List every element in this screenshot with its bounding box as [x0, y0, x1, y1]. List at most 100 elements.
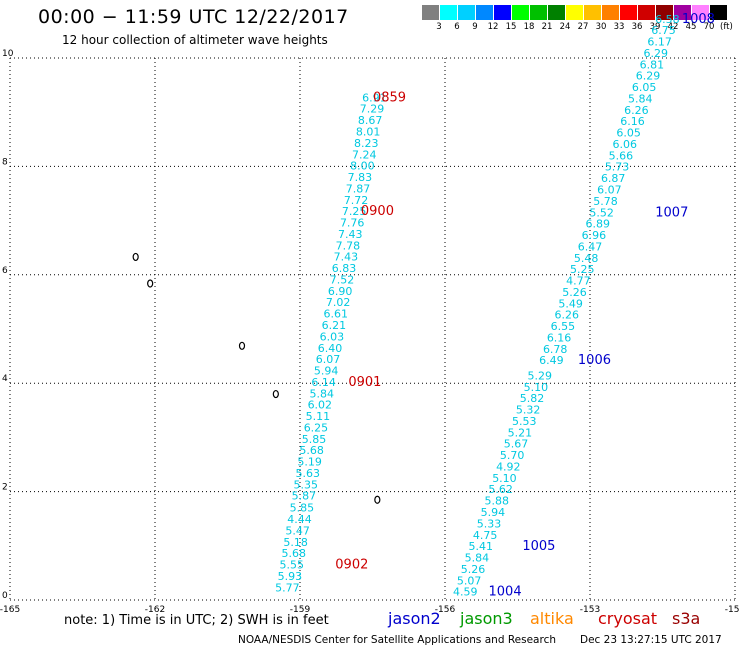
- lat-tick-label: 4: [2, 374, 8, 384]
- wave-height-value: 7.29: [360, 103, 385, 116]
- wave-height-value: 6.96: [582, 229, 607, 242]
- wave-height-value: 4.92: [496, 460, 521, 473]
- color-scale-swatch: [674, 5, 691, 20]
- color-scale-label: 15: [505, 22, 517, 32]
- wave-height-value: 5.26: [562, 286, 587, 299]
- satellite-legend-jason3: jason3: [460, 609, 513, 628]
- satellite-legend-jason2: jason2: [388, 609, 441, 628]
- wave-height-value: 4.59: [453, 586, 478, 599]
- wave-height-value: 6.75: [651, 24, 676, 37]
- color-scale-label: 70: [703, 22, 715, 32]
- color-scale-label: 21: [541, 22, 553, 32]
- wave-height-value: 7.87: [346, 182, 371, 195]
- island-outline: [272, 389, 279, 399]
- wave-height-value: 5.47: [285, 524, 310, 537]
- wave-height-value: 6.58: [655, 13, 680, 26]
- wave-height-value: 5.77: [275, 581, 300, 594]
- lon-tick-label: -159: [290, 605, 311, 615]
- footer-credit: NOAA/NESDIS Center for Satellite Applica…: [238, 634, 556, 646]
- wave-height-value: 6.05: [632, 81, 657, 94]
- color-scale-label: 45: [685, 22, 697, 32]
- wave-height-value: 6.07: [597, 184, 622, 197]
- wave-height-value: 5.68: [281, 547, 306, 560]
- wave-height-value: 5.70: [500, 449, 525, 462]
- satellite-tracks: 5.775.935.555.685.185.474.445.855.875.35…: [275, 12, 715, 600]
- wave-height-value: 5.94: [481, 506, 506, 519]
- pass-time-label: 1004: [489, 585, 522, 600]
- color-scale-swatch: [440, 5, 457, 20]
- wave-height-value: 6.26: [624, 104, 649, 117]
- wave-height-value: 6.02: [308, 399, 333, 412]
- wave-height-value: 6.40: [318, 342, 343, 355]
- wave-height-value: 6.89: [585, 218, 610, 231]
- wave-height-value: 5.82: [520, 392, 545, 405]
- footer-note: note: 1) Time is in UTC; 2) SWH is in fe…: [64, 613, 329, 628]
- wave-height-value: 6.78: [543, 343, 568, 356]
- color-scale-label: 18: [523, 22, 535, 32]
- color-scale-label: 36: [631, 22, 643, 32]
- wave-height-value: 5.49: [558, 297, 583, 310]
- wave-height-value: 5.19: [297, 456, 322, 469]
- pass-time-label: 1006: [578, 353, 611, 368]
- wave-height-value: 6.21: [322, 319, 347, 332]
- color-scale-label: 6: [454, 22, 460, 32]
- pass-time-label: 0901: [348, 375, 381, 390]
- wave-height-value: 5.85: [302, 433, 327, 446]
- pass-time-label: 1005: [522, 539, 555, 554]
- lat-lon-grid: [9, 57, 736, 601]
- color-scale-label: 39: [649, 22, 661, 32]
- color-scale-label: 3: [436, 22, 442, 32]
- wave-height-value: 7.24: [352, 148, 377, 161]
- lon-tick-label: -153: [580, 605, 600, 615]
- color-scale-swatch: [458, 5, 475, 20]
- color-scale-label: 24: [559, 22, 571, 32]
- wave-height-value: 5.07: [457, 574, 482, 587]
- wave-height-value: 6.81: [640, 58, 665, 71]
- color-scale-label: 12: [487, 22, 499, 32]
- wave-height-value: 5.32: [516, 404, 541, 417]
- wave-height-value: 5.25: [570, 263, 595, 276]
- island-outline: [374, 495, 381, 504]
- pass-time-label: 0859: [373, 90, 406, 105]
- map-subtitle: 12 hour collection of altimeter wave hei…: [62, 33, 328, 47]
- wave-height-value: 5.53: [512, 415, 537, 428]
- wave-height-value: 5.68: [299, 444, 324, 457]
- wave-height-value: 4.44: [287, 513, 312, 526]
- color-scale-swatch: [530, 5, 547, 20]
- wave-height-value: 5.78: [593, 195, 618, 208]
- wave-height-value: 7.76: [340, 217, 365, 230]
- wave-height-value: 5.85: [290, 502, 315, 515]
- lat-tick-label: 0: [2, 591, 8, 601]
- wave-height-value: 6.87: [601, 172, 626, 185]
- wave-height-value: 5.29: [527, 369, 552, 382]
- wave-height-value: 5.88: [484, 495, 509, 508]
- wave-height-value: 5.84: [628, 92, 653, 105]
- color-scale-swatch: [476, 5, 493, 20]
- wave-height-value: 5.84: [310, 387, 335, 400]
- wave-height-value: 5.26: [461, 563, 486, 576]
- wave-height-value: 7.72: [344, 194, 369, 207]
- wave-height-value: 6.17: [647, 36, 672, 49]
- wave-height-value: 6.25: [304, 421, 329, 434]
- wave-height-value: 6.90: [328, 285, 353, 298]
- wave-height-value: 5.21: [508, 426, 533, 439]
- lat-tick-label: 6: [2, 266, 8, 276]
- color-scale-swatch: [422, 5, 439, 20]
- wave-height-value: 5.66: [609, 149, 634, 162]
- pass-time-label: 1008: [682, 12, 715, 27]
- color-scale-swatch: [656, 5, 673, 20]
- wave-height-value: 7.83: [348, 171, 373, 184]
- color-scale-label: 33: [613, 22, 625, 32]
- wave-height-value: 6.16: [620, 115, 645, 128]
- wave-height-value: 6.47: [578, 240, 603, 253]
- wave-height-value: 5.63: [295, 467, 320, 480]
- island-outlines: [132, 252, 381, 504]
- color-scale-label: 42: [667, 22, 679, 32]
- wave-height-value: 5.55: [280, 559, 305, 572]
- color-scale-unit: (ft): [720, 22, 733, 32]
- island-outline: [147, 279, 154, 288]
- lat-tick-label: 10: [2, 49, 14, 59]
- satellite-legend-s3a: s3a: [672, 609, 701, 628]
